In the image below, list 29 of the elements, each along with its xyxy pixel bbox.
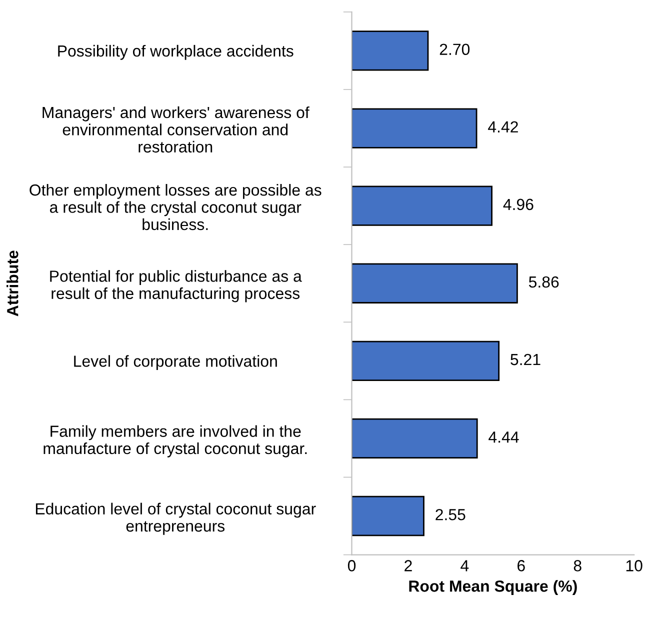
x-axis-title: Root Mean Square (%) bbox=[409, 580, 577, 595]
bar bbox=[352, 30, 429, 71]
y-axis-title: Attribute bbox=[6, 250, 18, 316]
x-tick-label: 8 bbox=[574, 560, 582, 572]
x-tick-label: 10 bbox=[626, 560, 642, 572]
data-label: 4.42 bbox=[488, 121, 518, 132]
bar bbox=[352, 263, 518, 304]
data-label: 4.96 bbox=[503, 198, 534, 210]
data-label: 5.86 bbox=[528, 276, 559, 288]
data-label: 2.70 bbox=[440, 44, 470, 56]
bar bbox=[352, 340, 500, 381]
y-tick-label: Family members are involved in the manufacture of crystal coconut sugar. bbox=[44, 425, 307, 458]
bar bbox=[352, 496, 424, 536]
data-label: 5.21 bbox=[510, 354, 540, 366]
data-label: 2.55 bbox=[436, 508, 466, 520]
x-tick-label: 2 bbox=[404, 560, 412, 572]
x-tick-label: 6 bbox=[518, 560, 525, 572]
bar bbox=[352, 186, 492, 226]
bar bbox=[352, 108, 478, 148]
y-tick-label: Potential for public disturbance as a result of the manufacturing process bbox=[50, 270, 302, 302]
y-tick-label: Education level of crystal coconut sugar entrepreneurs bbox=[36, 502, 316, 535]
bar bbox=[352, 418, 478, 459]
x-tick-label: 0 bbox=[348, 560, 356, 572]
y-tick-label: Level of corporate motivation bbox=[74, 355, 277, 370]
y-tick-label: Possibility of workplace accidents bbox=[58, 44, 294, 60]
data-label: 4.44 bbox=[488, 432, 519, 443]
y-tick-label: Other employment losses are possible as a result of the crystal coconut sugar business. bbox=[30, 184, 322, 230]
y-tick-label: Managers' and workers' awareness of environmental conservation and restoration bbox=[42, 106, 310, 153]
x-tick-label: 4 bbox=[460, 560, 469, 572]
